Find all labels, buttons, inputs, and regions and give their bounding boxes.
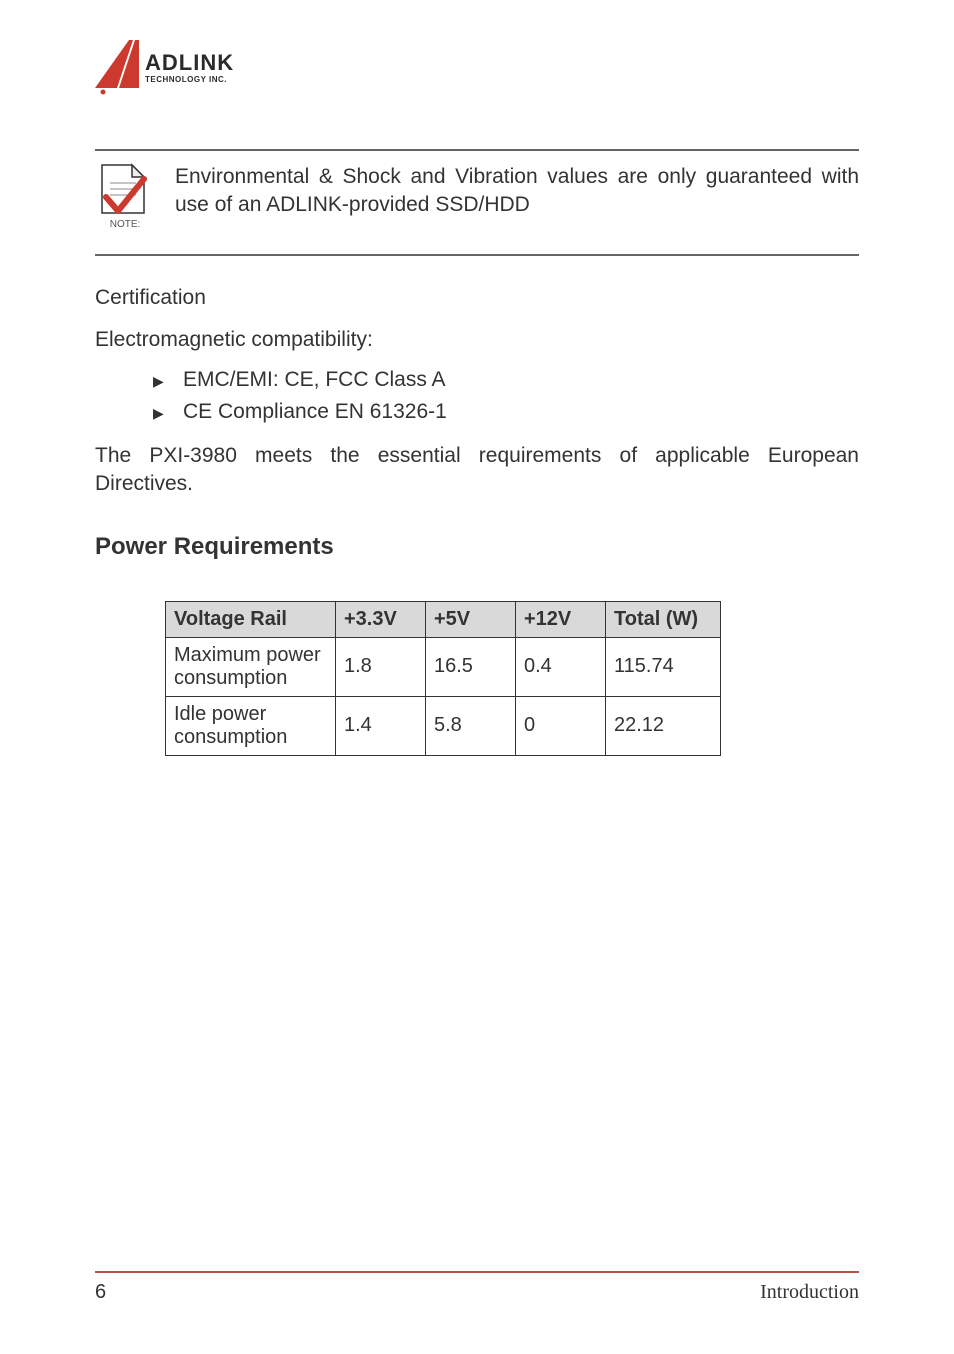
list-item: CE Compliance EN 61326-1 [153,400,859,424]
power-table: Voltage Rail +3.3V +5V +12V Total (W) Ma… [165,601,721,756]
logo: ADLINK TECHNOLOGY INC. [95,40,859,101]
table-cell: 22.12 [606,696,721,755]
table-header: +3.3V [336,601,426,637]
table-header: +12V [516,601,606,637]
page-number: 6 [95,1281,106,1304]
table-cell: 16.5 [426,637,516,696]
table-header: Total (W) [606,601,721,637]
footer-section: Introduction [760,1281,859,1304]
footer: 6 Introduction [95,1271,859,1304]
logo-top-text: ADLINK [145,50,234,75]
bullet-list: EMC/EMI: CE, FCC Class A CE Compliance E… [153,368,859,424]
note-icon: NOTE: [95,163,155,230]
power-requirements-heading: Power Requirements [95,533,859,561]
directive-paragraph: The PXI-3980 meets the essential require… [95,442,859,499]
table-cell: 115.74 [606,637,721,696]
table-cell: Idle power consumption [166,696,336,755]
table-cell: 5.8 [426,696,516,755]
table-cell: Maximum power consumption [166,637,336,696]
table-cell: 0.4 [516,637,606,696]
note-label: NOTE: [95,219,155,230]
note-block: NOTE: Environmental & Shock and Vibratio… [95,149,859,256]
emc-line: Electromagnetic compatibility: [95,328,859,352]
logo-bottom-text: TECHNOLOGY INC. [145,75,227,84]
table-row: Idle power consumption 1.4 5.8 0 22.12 [166,696,721,755]
note-text: Environmental & Shock and Vibration valu… [175,163,859,220]
list-item: EMC/EMI: CE, FCC Class A [153,368,859,392]
table-header: Voltage Rail [166,601,336,637]
table-cell: 1.4 [336,696,426,755]
table-header: +5V [426,601,516,637]
table-cell: 0 [516,696,606,755]
table-header-row: Voltage Rail +3.3V +5V +12V Total (W) [166,601,721,637]
table-row: Maximum power consumption 1.8 16.5 0.4 1… [166,637,721,696]
certification-heading: Certification [95,286,859,310]
table-cell: 1.8 [336,637,426,696]
